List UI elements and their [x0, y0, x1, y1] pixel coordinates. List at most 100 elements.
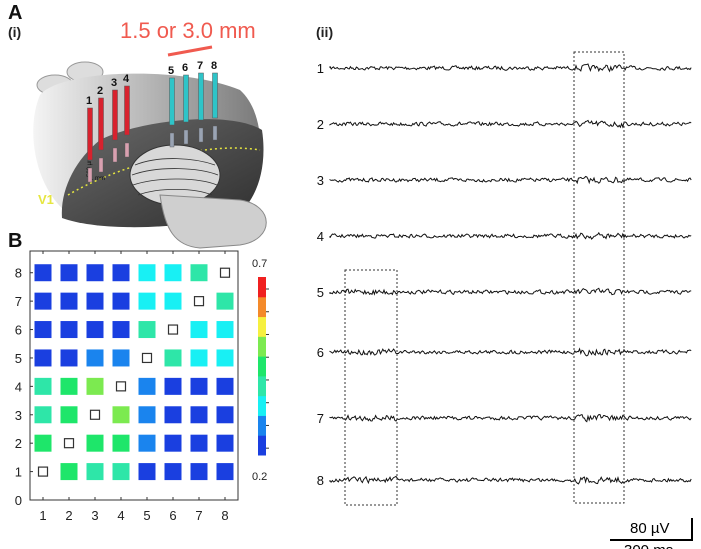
heatmap-cell	[190, 321, 208, 339]
electrode-label-6: 6	[182, 62, 188, 74]
electrode-3	[112, 89, 118, 141]
heatmap-cell	[60, 463, 78, 481]
heatmap-cell	[60, 264, 78, 282]
heatmap-cell	[60, 292, 78, 310]
heatmap-cell	[60, 321, 78, 339]
distance-bar	[167, 45, 213, 57]
electrode-6	[183, 74, 189, 123]
highlight-box-1	[573, 51, 625, 504]
heatmap-cell	[138, 264, 156, 282]
panel-label-a: A	[8, 2, 23, 24]
highlight-box-2	[344, 269, 398, 506]
heatmap-cell	[86, 463, 104, 481]
heatmap-cell	[164, 292, 182, 310]
heatmap-cell	[138, 321, 156, 339]
x-tick-label: 4	[117, 508, 124, 523]
plot-frame	[29, 250, 239, 501]
x-tick-label: 7	[195, 508, 202, 523]
heatmap-cell	[34, 349, 52, 367]
trace-channel-4	[329, 231, 692, 240]
heatmap-cell	[190, 349, 208, 367]
diagonal-cell	[193, 296, 205, 307]
heatmap-cell	[190, 377, 208, 395]
electrode-7	[198, 72, 204, 121]
heatmap-cell	[216, 349, 234, 367]
y-tick-label: 6	[15, 323, 22, 338]
x-tick-label: 3	[91, 508, 98, 523]
channel-label-4: 4	[317, 229, 324, 244]
y-tick-label: 2	[15, 436, 22, 451]
trace-channel-5	[329, 287, 692, 296]
y-tick-label: 5	[15, 351, 22, 366]
trace-channel-3	[329, 175, 692, 185]
heatmap-cell	[112, 264, 130, 282]
heatmap-cell	[190, 264, 208, 282]
electrode-4	[124, 85, 130, 136]
y-tick-label: 3	[15, 408, 22, 423]
heatmap-cell	[138, 292, 156, 310]
trace-channel-8	[329, 475, 692, 485]
heatmap-cell	[164, 377, 182, 395]
heatmap-cell	[138, 463, 156, 481]
electrode-tip-3	[112, 147, 118, 163]
channel-label-5: 5	[317, 285, 324, 300]
colorbar-min-label: 0.2	[252, 471, 267, 483]
electrode-1	[87, 107, 93, 161]
heatmap-cell	[216, 463, 234, 481]
scale-bar-amplitude-label: 80 µV	[630, 520, 670, 537]
electrode-tip-8	[212, 125, 218, 141]
correlation-heatmap: 1 2 3 4 5 6 7 8 0 1 2 3 4 5 6 7 8 0.7 0.2	[15, 250, 269, 523]
colorbar-bin	[258, 395, 266, 416]
panel-label-b: B	[8, 230, 23, 252]
heatmap-cell	[216, 406, 234, 424]
electrode-tip-2	[98, 157, 104, 173]
heatmap-cell	[86, 434, 104, 452]
heatmap-cell	[138, 377, 156, 395]
trace-channel-7	[329, 413, 692, 423]
heatmap-cell	[34, 434, 52, 452]
colorbar-bin	[258, 277, 266, 298]
electrode-label-4: 4	[123, 73, 130, 85]
electrode-5	[169, 77, 175, 126]
y-tick-label: 7	[15, 294, 22, 309]
channel-label-1: 1	[317, 61, 324, 76]
heatmap-cell	[216, 377, 234, 395]
channel-label-2: 2	[317, 117, 324, 132]
x-tick-label: 2	[65, 508, 72, 523]
heatmap-cell	[34, 321, 52, 339]
heatmap-cell	[112, 292, 130, 310]
heatmap-cell	[112, 349, 130, 367]
diagonal-cell	[115, 381, 127, 392]
diagonal-cell	[219, 267, 231, 278]
electrode-tip-7	[198, 127, 204, 143]
heatmap-cell	[86, 321, 104, 339]
region-label-v1: V1	[38, 192, 54, 207]
colorbar-max-label: 0.7	[252, 258, 267, 270]
x-tick-label: 6	[169, 508, 176, 523]
colorbar-bin	[258, 415, 266, 436]
electrode-tip-5	[169, 132, 175, 148]
colorbar-bin	[258, 336, 266, 357]
scale-label-vertical: 500 µm	[87, 157, 93, 177]
heatmap-cell	[190, 406, 208, 424]
panel-label-a-ii: (ii)	[316, 24, 334, 40]
electrode-tip-1	[87, 167, 93, 183]
channel-label-3: 3	[317, 173, 324, 188]
heatmap-cell	[164, 406, 182, 424]
colorbar-bin	[258, 296, 266, 318]
electrode-label-3: 3	[111, 77, 117, 89]
heatmap-cell	[138, 406, 156, 424]
heatmap-cell	[86, 264, 104, 282]
colorbar-bin	[258, 356, 266, 377]
y-tick-label: 1	[15, 465, 22, 480]
heatmap-cell	[60, 349, 78, 367]
colorbar-bin	[258, 316, 266, 337]
heatmap-cell	[34, 292, 52, 310]
diagonal-cell	[37, 466, 49, 477]
trace-channel-6	[329, 347, 692, 357]
channel-label-7: 7	[317, 411, 324, 426]
diagonal-cell	[63, 438, 75, 449]
y-tick-label: 4	[15, 379, 22, 394]
heatmap-cell	[190, 463, 208, 481]
electrode-8	[212, 72, 218, 119]
